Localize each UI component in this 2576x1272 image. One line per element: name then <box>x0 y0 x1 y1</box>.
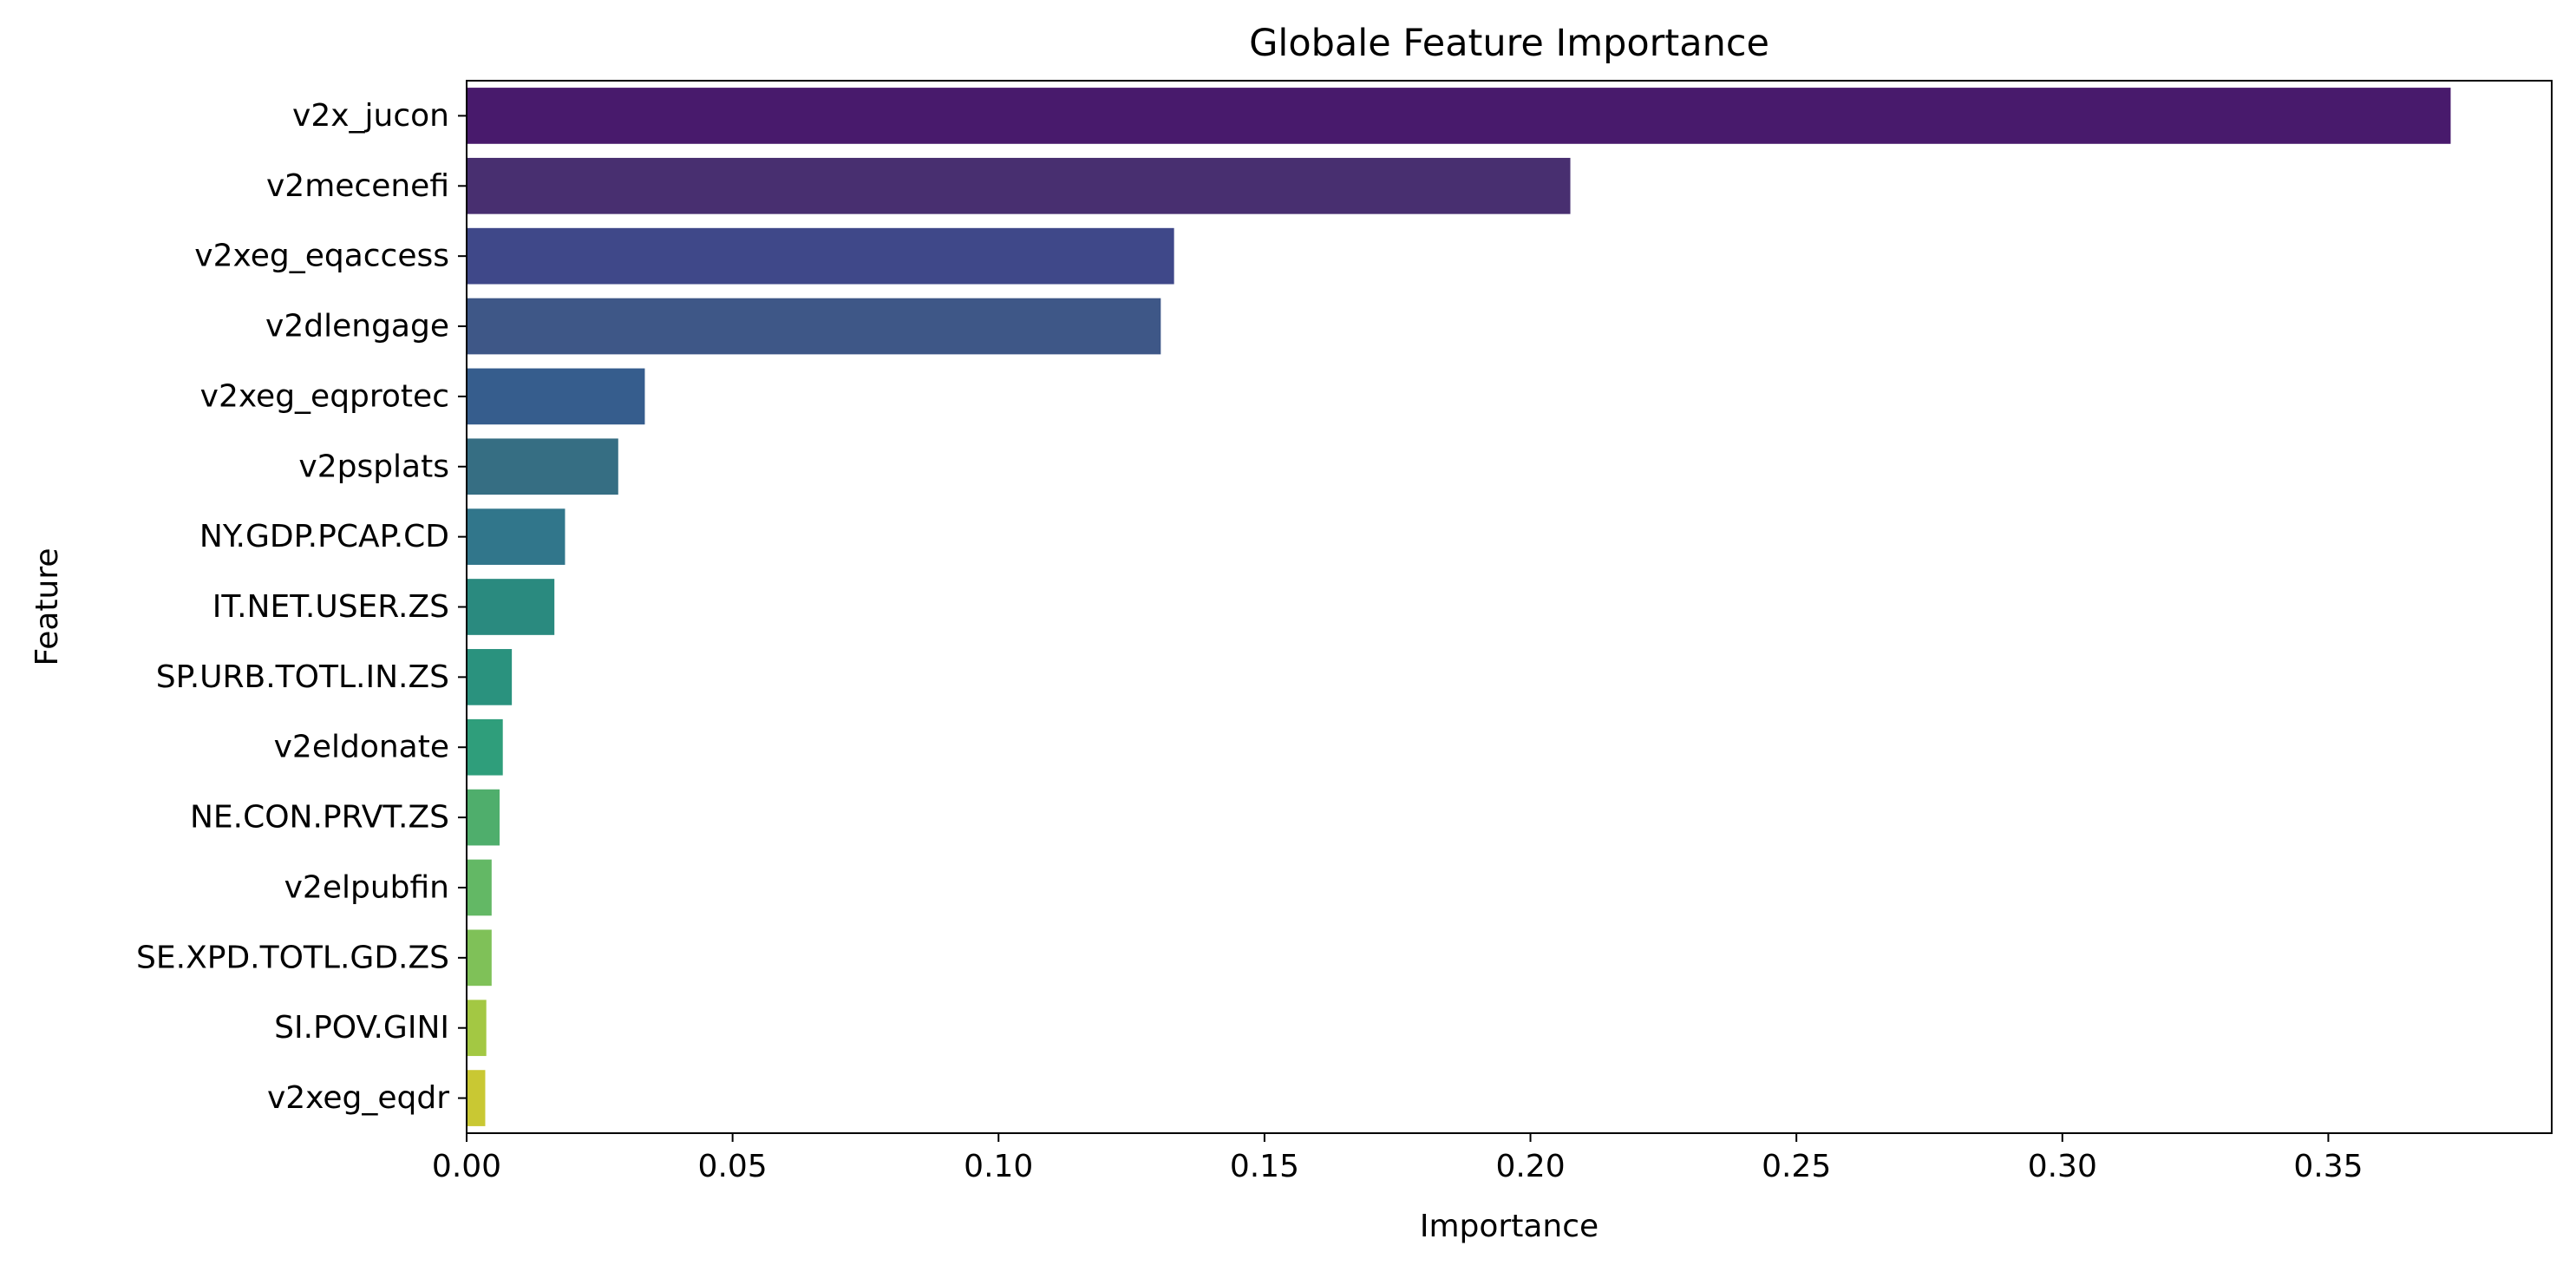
bar-14 <box>467 1070 486 1126</box>
chart-title: Globale Feature Importance <box>1249 22 1769 65</box>
bar-0 <box>467 88 2451 144</box>
x-tick-label: 0.00 <box>432 1149 501 1184</box>
bar-13 <box>467 1000 487 1057</box>
bar-4 <box>467 368 645 425</box>
bars <box>467 88 2451 1126</box>
y-tick-label: NE.CON.PRVT.ZS <box>190 800 449 836</box>
x-tick-label: 0.15 <box>1230 1149 1299 1184</box>
y-tick-label: v2psplats <box>298 449 449 484</box>
x-tick-label: 0.20 <box>1495 1149 1565 1184</box>
y-tick-label: v2x_jucon <box>292 98 449 134</box>
y-tick-label: v2xeg_eqaccess <box>194 239 449 274</box>
bar-6 <box>467 508 566 565</box>
y-ticks: v2x_jucon v2mecenefi v2xeg_eqaccess v2dleng… <box>136 98 467 1116</box>
y-tick-label: IT.NET.USER.ZS <box>212 589 449 625</box>
bar-7 <box>467 579 555 635</box>
bar-3 <box>467 298 1161 355</box>
y-tick-label: v2xeg_eqprotec <box>200 378 449 414</box>
y-tick-label: SE.XPD.TOTL.GD.ZS <box>136 940 449 975</box>
y-tick-label: SP.URB.TOTL.IN.ZS <box>156 659 449 695</box>
x-tick-label: 0.35 <box>2293 1149 2363 1184</box>
bar-8 <box>467 649 513 705</box>
bar-11 <box>467 859 492 916</box>
y-tick-label: SI.POV.GINI <box>274 1010 449 1046</box>
x-tick-label: 0.10 <box>964 1149 1033 1184</box>
y-axis-label: Feature <box>29 547 65 666</box>
bar-1 <box>467 157 1571 214</box>
x-ticks: 0.00 0.05 0.10 0.15 0.20 0.25 0.30 0.35 <box>432 1133 2364 1184</box>
y-tick-label: v2eldonate <box>274 730 449 765</box>
x-tick-label: 0.25 <box>1762 1149 1831 1184</box>
bar-9 <box>467 718 503 776</box>
x-axis-label: Importance <box>1420 1209 1599 1244</box>
y-tick-label: v2mecenefi <box>266 168 449 204</box>
bar-12 <box>467 929 492 987</box>
x-tick-label: 0.30 <box>2028 1149 2097 1184</box>
x-tick-label: 0.05 <box>698 1149 768 1184</box>
y-tick-label: v2dlengage <box>265 309 449 344</box>
y-tick-label: v2xeg_eqdr <box>267 1080 449 1116</box>
bar-2 <box>467 227 1174 285</box>
plot-frame <box>466 80 2553 1134</box>
y-tick-label: NY.GDP.PCAP.CD <box>199 519 449 554</box>
y-tick-label: v2elpubfin <box>284 869 449 905</box>
bar-5 <box>467 438 618 495</box>
bar-10 <box>467 789 500 846</box>
